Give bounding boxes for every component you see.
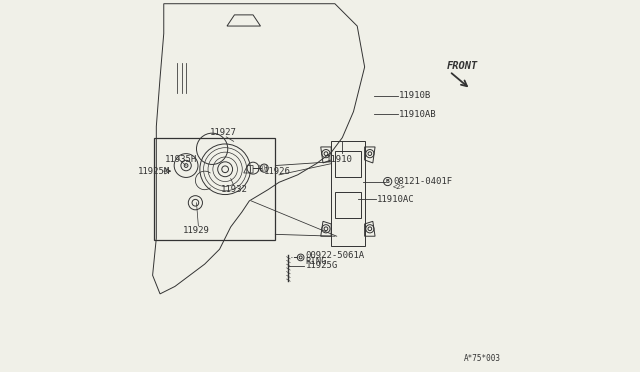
Text: 11935H: 11935H	[164, 155, 196, 164]
Text: A*75*003: A*75*003	[463, 354, 500, 363]
Text: 11910AB: 11910AB	[399, 110, 437, 119]
Bar	[331, 141, 365, 246]
Text: 11929: 11929	[183, 226, 210, 235]
Bar	[335, 151, 361, 177]
Text: FRONT: FRONT	[447, 61, 477, 71]
Text: 00922-5061A: 00922-5061A	[305, 251, 364, 260]
Text: <2>: <2>	[393, 184, 406, 190]
Text: 11926: 11926	[264, 167, 291, 176]
Text: 08121-0401F: 08121-0401F	[393, 177, 452, 186]
Text: 11910B: 11910B	[399, 91, 431, 100]
Text: 11910: 11910	[326, 155, 353, 164]
Text: 11932: 11932	[221, 185, 248, 194]
Text: RING: RING	[305, 257, 326, 266]
Text: B: B	[386, 179, 390, 184]
Text: 11925M: 11925M	[138, 167, 170, 176]
Bar	[154, 138, 275, 240]
Text: 11927: 11927	[210, 128, 237, 137]
Text: 11925G: 11925G	[305, 262, 338, 270]
Text: 11910AC: 11910AC	[377, 195, 415, 203]
Bar	[335, 192, 361, 218]
